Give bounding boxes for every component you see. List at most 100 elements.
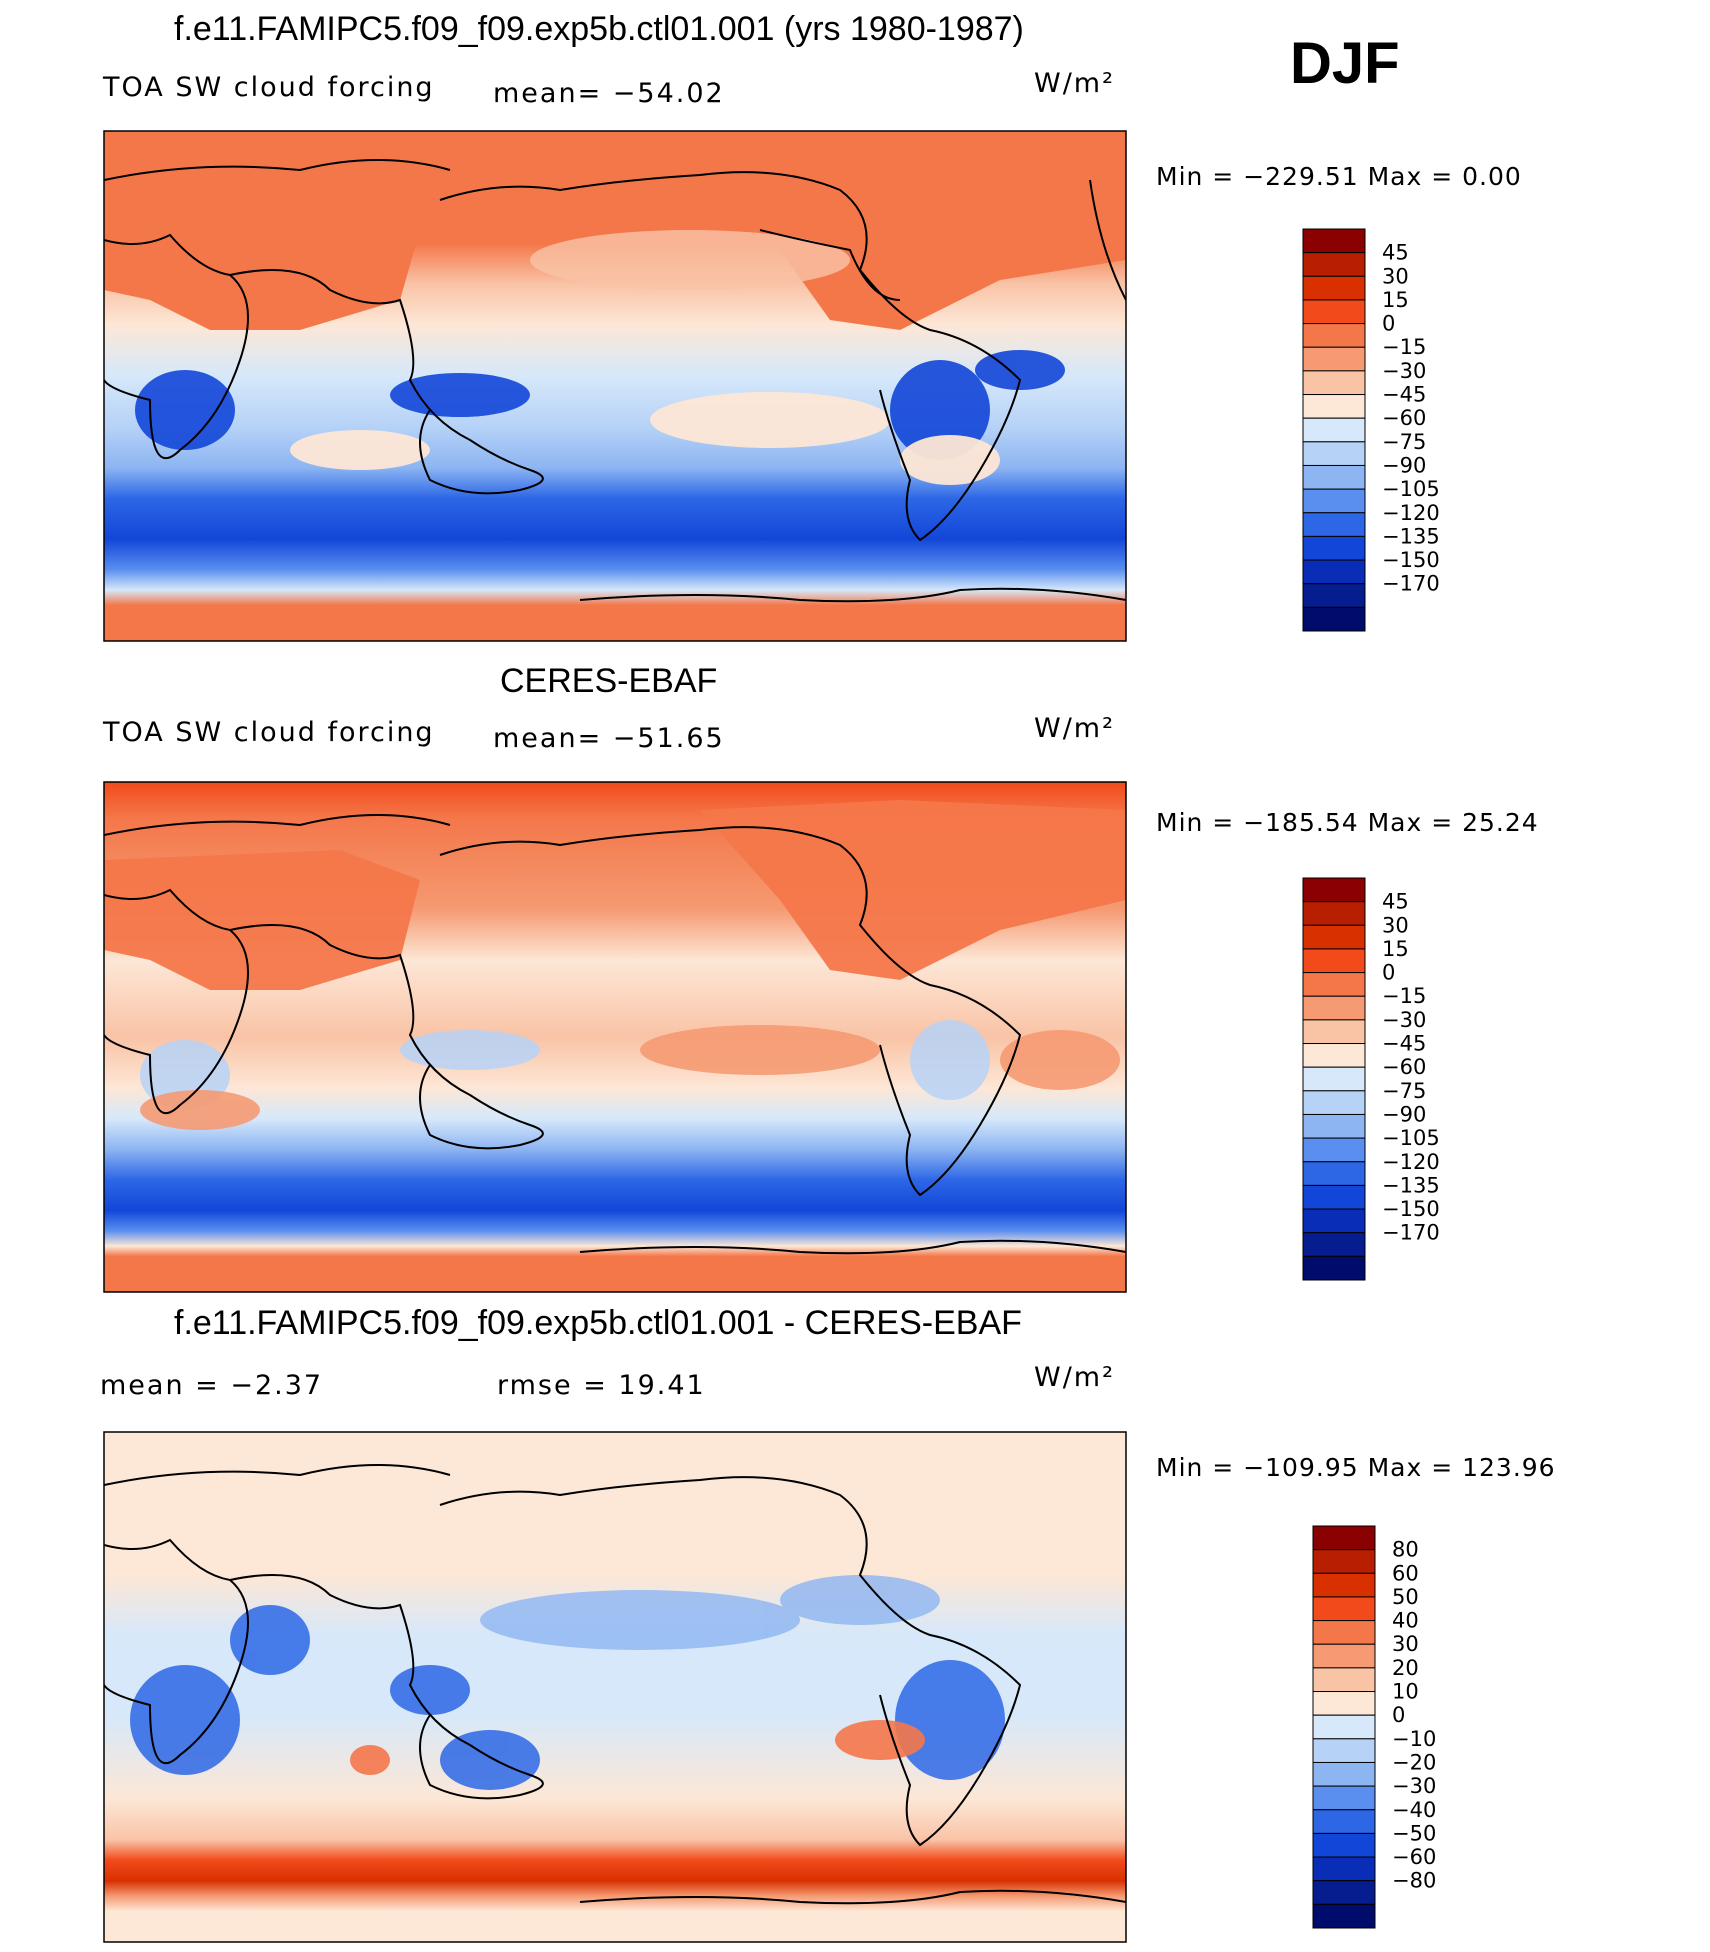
map-model	[104, 131, 1126, 641]
colorbar-2-box	[1302, 901, 1366, 926]
colorbar-1-box	[1302, 606, 1366, 632]
colorbar-1-tick-label: −120	[1382, 501, 1440, 525]
colorbar-1-tick-label: 15	[1382, 288, 1409, 312]
colorbar-2-box	[1302, 1090, 1366, 1115]
colorbar-3-box	[1312, 1761, 1376, 1787]
colorbar-1-tick-label: −15	[1382, 335, 1426, 359]
colorbar-3-tick-label: −50	[1392, 1821, 1436, 1845]
colorbar-2-tick-label: −135	[1382, 1173, 1440, 1197]
panel-1-title: f.e11.FAMIPC5.f09_f09.exp5b.ctl01.001 (y…	[174, 10, 1024, 48]
colorbar-3-box	[1312, 1785, 1376, 1811]
colorbar-2-tick-label: 0	[1382, 961, 1395, 985]
colorbar-1-box	[1302, 275, 1366, 301]
colorbar-2-box	[1302, 1066, 1366, 1092]
colorbar-3-box	[1312, 1572, 1376, 1598]
colorbar-3-tick-label: −80	[1392, 1869, 1436, 1893]
colorbar-3-box	[1312, 1643, 1376, 1669]
colorbar-1-box	[1302, 370, 1366, 396]
colorbar-1-box	[1302, 228, 1366, 254]
colorbar-3-box	[1312, 1691, 1376, 1716]
colorbar-2-box	[1302, 995, 1366, 1021]
colorbar-3-tick-label: −10	[1392, 1727, 1436, 1751]
colorbar-3-tick-label: −20	[1392, 1750, 1436, 1774]
colorbar-1-box	[1302, 299, 1366, 325]
colorbar-3-box	[1312, 1809, 1376, 1834]
panel-1-units: W/m²	[1034, 68, 1115, 99]
colorbar-2-tick-label: −45	[1382, 1032, 1426, 1056]
colorbar-2-tick-label: −30	[1382, 1008, 1426, 1032]
panel-2-minmax: Min = −185.54 Max = 25.24	[1156, 808, 1539, 837]
colorbar-2-tick-label: −150	[1382, 1197, 1440, 1221]
panel-2-mean: mean= −51.65	[493, 723, 725, 754]
map-ceres-frame	[103, 781, 1127, 1293]
colorbar-3-box	[1312, 1667, 1376, 1693]
panel-2-units: W/m²	[1034, 713, 1115, 744]
colorbar-3-tick-label: 60	[1392, 1561, 1419, 1585]
colorbar-3-tick-label: 80	[1392, 1538, 1419, 1562]
colorbar-1-box	[1302, 464, 1366, 490]
colorbar-2-box	[1302, 877, 1366, 903]
colorbar-2-box	[1302, 972, 1366, 997]
colorbar-1-tick-label: −90	[1382, 453, 1426, 477]
colorbar-3-tick-label: −30	[1392, 1774, 1436, 1798]
panel-1-minmax: Min = −229.51 Max = 0.00	[1156, 162, 1522, 191]
colorbar-3-tick-label: 40	[1392, 1609, 1419, 1633]
colorbar-2-box	[1302, 924, 1366, 950]
colorbar-1-box	[1302, 441, 1366, 466]
colorbar-2-tick-label: −90	[1382, 1102, 1426, 1126]
colorbar-1-tick-label: −170	[1382, 572, 1440, 596]
map-ceres	[104, 782, 1126, 1292]
colorbar-2-box	[1302, 1019, 1366, 1045]
colorbar-2-tick-label: −60	[1382, 1055, 1426, 1079]
map-difference	[104, 1432, 1126, 1942]
colorbar-2-box	[1302, 948, 1366, 974]
colorbar-1-box	[1302, 394, 1366, 419]
colorbar-1-tick-label: −75	[1382, 430, 1426, 454]
colorbar-2-box	[1302, 1113, 1366, 1139]
colorbar-3-box	[1312, 1620, 1376, 1645]
colorbar-2-tick-label: 30	[1382, 913, 1409, 937]
colorbar-3-box	[1312, 1549, 1376, 1574]
colorbar-1-tick-label: −135	[1382, 524, 1440, 548]
panel-3-minmax: Min = −109.95 Max = 123.96	[1156, 1453, 1556, 1482]
colorbar-3-tick-label: 10	[1392, 1680, 1419, 1704]
colorbar-3-tick-label: 30	[1392, 1632, 1419, 1656]
panel-1-mean: mean= −54.02	[493, 78, 725, 109]
colorbar-1-tick-label: −105	[1382, 477, 1440, 501]
colorbar-3-tick-label: −40	[1392, 1798, 1436, 1822]
colorbar-1-box	[1302, 535, 1366, 561]
colorbar-3-box	[1312, 1880, 1376, 1905]
colorbar-1-tick-label: 30	[1382, 264, 1409, 288]
colorbar-3-box	[1312, 1738, 1376, 1763]
colorbar-2-box	[1302, 1184, 1366, 1210]
colorbar-3-box	[1312, 1525, 1376, 1551]
colorbar-2-box	[1302, 1255, 1366, 1281]
colorbar-1-tick-label: 45	[1382, 241, 1409, 265]
colorbar-2-tick-label: −105	[1382, 1126, 1440, 1150]
colorbar-2-tick-label: −75	[1382, 1079, 1426, 1103]
colorbar-1-box	[1302, 323, 1366, 348]
panel-2-variable-label: TOA SW cloud forcing	[103, 717, 435, 748]
panel-2-title: CERES-EBAF	[500, 662, 718, 700]
colorbar-2: 4530150−15−30−45−60−75−90−105−120−135−15…	[1302, 877, 1440, 1281]
colorbar-2-tick-label: 15	[1382, 937, 1409, 961]
colorbar-1-tick-label: −30	[1382, 359, 1426, 383]
colorbar-2-box	[1302, 1161, 1366, 1186]
colorbar-1-box	[1302, 346, 1366, 372]
colorbar-2-box	[1302, 1137, 1366, 1163]
panel-3-title: f.e11.FAMIPC5.f09_f09.exp5b.ctl01.001 - …	[174, 1304, 1022, 1342]
colorbar-1-tick-label: −60	[1382, 406, 1426, 430]
map-difference-frame	[103, 1431, 1127, 1943]
panel-3-mean: mean = −2.37	[100, 1370, 324, 1401]
colorbar-1-box	[1302, 488, 1366, 514]
colorbar-2-box	[1302, 1208, 1366, 1234]
colorbar-1-box	[1302, 583, 1366, 608]
colorbar-3-box	[1312, 1714, 1376, 1740]
panel-3-units: W/m²	[1034, 1362, 1115, 1393]
colorbar-1-box	[1302, 417, 1366, 443]
colorbar-2-box	[1302, 1043, 1366, 1068]
colorbar-1-tick-label: −150	[1382, 548, 1440, 572]
panel-3-rmse: rmse = 19.41	[497, 1370, 706, 1401]
